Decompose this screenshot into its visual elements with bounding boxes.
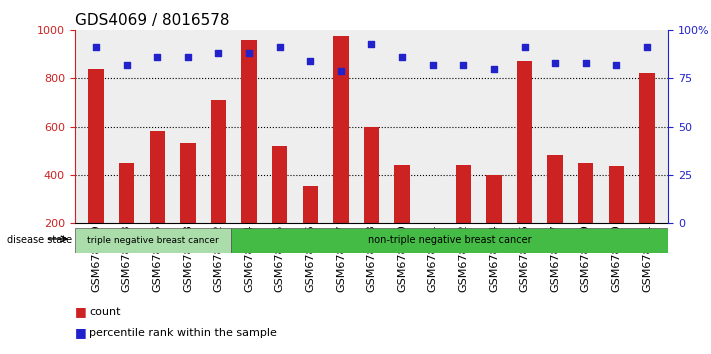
Bar bbox=[75, 228, 231, 253]
Bar bbox=[547, 155, 563, 223]
Text: ■: ■ bbox=[75, 326, 87, 339]
Point bbox=[243, 50, 255, 56]
Point bbox=[365, 41, 377, 46]
Bar bbox=[211, 100, 226, 223]
Point bbox=[182, 54, 193, 60]
Bar bbox=[333, 36, 348, 223]
Point bbox=[611, 62, 622, 68]
Bar bbox=[486, 175, 501, 223]
Point bbox=[335, 68, 346, 73]
Point bbox=[304, 58, 316, 64]
Point bbox=[151, 54, 163, 60]
Point bbox=[488, 66, 500, 72]
Point bbox=[90, 45, 102, 50]
Bar bbox=[456, 165, 471, 223]
Bar bbox=[231, 228, 668, 253]
Bar bbox=[88, 69, 104, 223]
Text: disease state: disease state bbox=[7, 235, 73, 245]
Bar bbox=[242, 40, 257, 223]
Bar bbox=[517, 62, 532, 223]
Point bbox=[427, 62, 439, 68]
Text: count: count bbox=[89, 307, 120, 316]
Bar bbox=[119, 163, 134, 223]
Bar bbox=[395, 165, 410, 223]
Bar bbox=[303, 185, 318, 223]
Bar bbox=[364, 127, 379, 223]
Point bbox=[550, 60, 561, 66]
Text: GDS4069 / 8016578: GDS4069 / 8016578 bbox=[75, 12, 229, 28]
Text: non-triple negative breast cancer: non-triple negative breast cancer bbox=[368, 235, 531, 245]
Point bbox=[397, 54, 408, 60]
Bar bbox=[639, 74, 655, 223]
Point bbox=[641, 45, 653, 50]
Point bbox=[458, 62, 469, 68]
Bar bbox=[180, 143, 196, 223]
Bar bbox=[272, 146, 287, 223]
Text: percentile rank within the sample: percentile rank within the sample bbox=[89, 328, 277, 338]
Bar bbox=[149, 131, 165, 223]
Point bbox=[121, 62, 132, 68]
Point bbox=[274, 45, 285, 50]
Point bbox=[519, 45, 530, 50]
Point bbox=[580, 60, 592, 66]
Point bbox=[213, 50, 224, 56]
Bar bbox=[609, 166, 624, 223]
Text: ■: ■ bbox=[75, 305, 87, 318]
Text: triple negative breast cancer: triple negative breast cancer bbox=[87, 236, 219, 245]
Bar bbox=[578, 163, 594, 223]
